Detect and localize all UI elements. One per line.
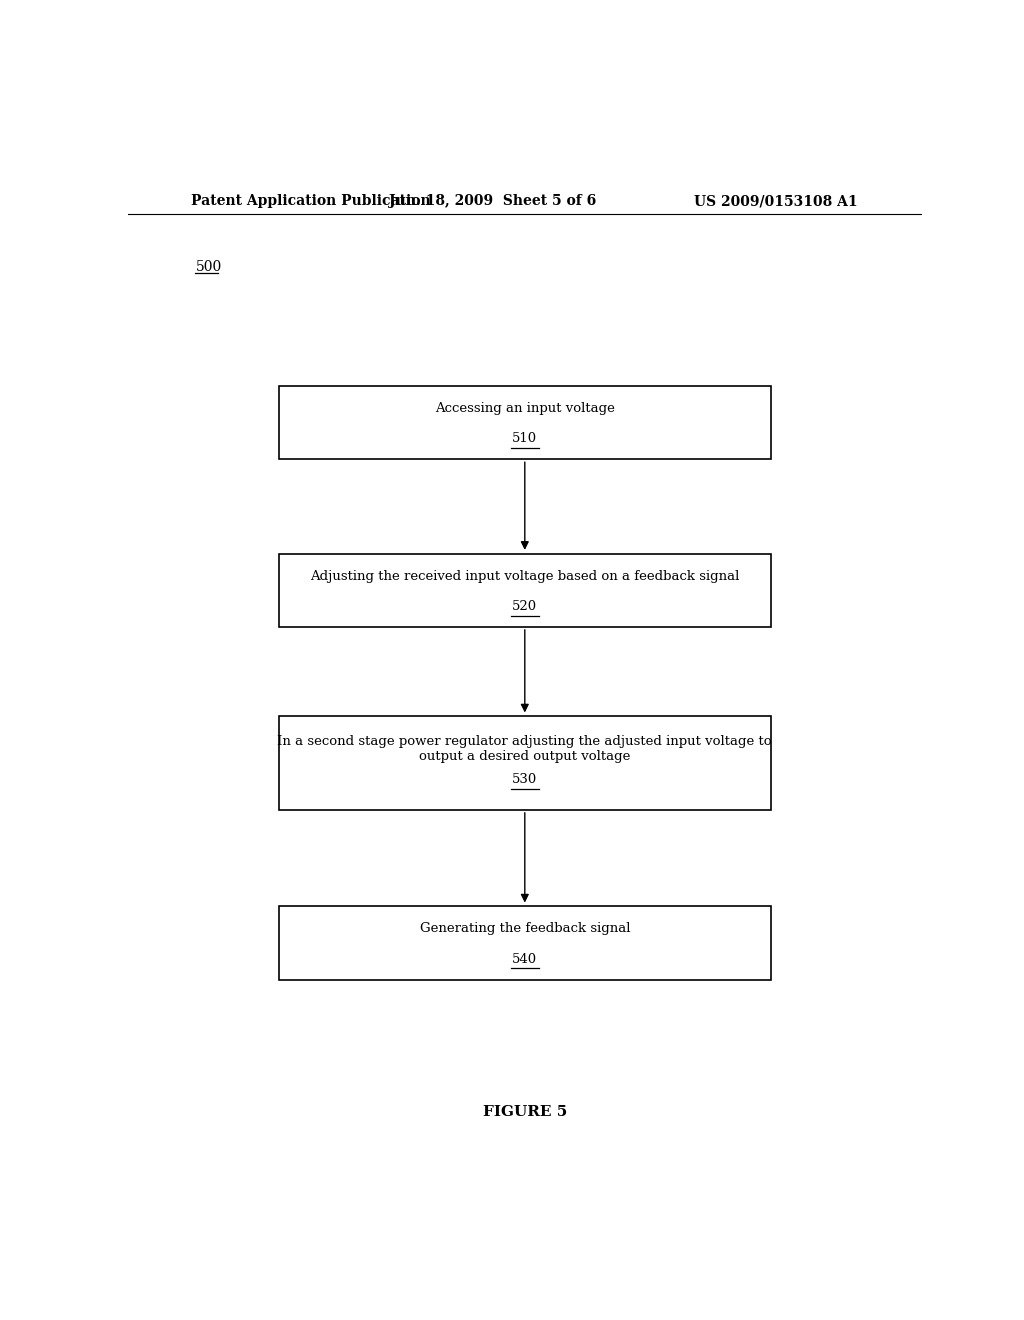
FancyBboxPatch shape bbox=[279, 554, 771, 627]
FancyBboxPatch shape bbox=[279, 385, 771, 459]
Text: Adjusting the received input voltage based on a feedback signal: Adjusting the received input voltage bas… bbox=[310, 570, 739, 582]
Text: Generating the feedback signal: Generating the feedback signal bbox=[420, 923, 630, 936]
Text: 520: 520 bbox=[512, 601, 538, 612]
Text: FIGURE 5: FIGURE 5 bbox=[482, 1105, 567, 1119]
Text: US 2009/0153108 A1: US 2009/0153108 A1 bbox=[694, 194, 858, 209]
Text: 530: 530 bbox=[512, 774, 538, 785]
Text: 510: 510 bbox=[512, 433, 538, 445]
Text: Accessing an input voltage: Accessing an input voltage bbox=[435, 401, 614, 414]
Text: 540: 540 bbox=[512, 953, 538, 966]
FancyBboxPatch shape bbox=[279, 907, 771, 979]
FancyBboxPatch shape bbox=[279, 717, 771, 810]
Text: 500: 500 bbox=[196, 260, 222, 275]
Text: In a second stage power regulator adjusting the adjusted input voltage to
output: In a second stage power regulator adjust… bbox=[278, 735, 772, 763]
Text: Patent Application Publication: Patent Application Publication bbox=[191, 194, 431, 209]
Text: Jun. 18, 2009  Sheet 5 of 6: Jun. 18, 2009 Sheet 5 of 6 bbox=[389, 194, 597, 209]
